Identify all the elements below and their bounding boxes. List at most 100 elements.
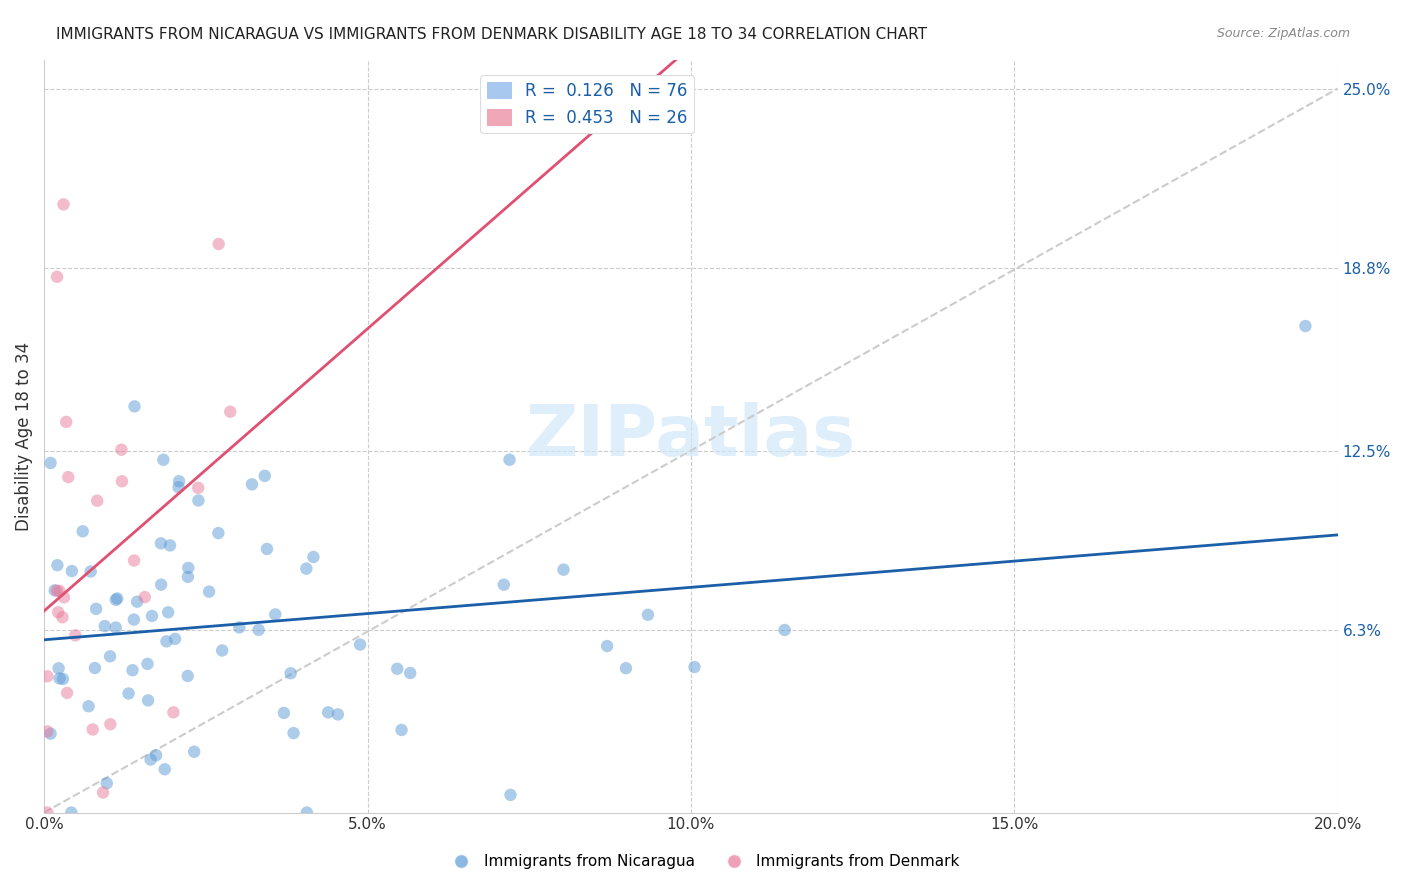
Denmark — [53, 591, 76, 605]
Y-axis label: Disability Age 18 to 34: Disability Age 18 to 34 — [15, 342, 32, 531]
Nicaragua — [177, 570, 200, 584]
Nicaragua — [46, 558, 69, 573]
Nicaragua — [247, 623, 270, 637]
Denmark — [46, 605, 69, 619]
Denmark — [48, 583, 70, 598]
Nicaragua — [187, 493, 209, 508]
Nicaragua — [152, 452, 174, 467]
Nicaragua — [302, 549, 325, 564]
Nicaragua — [155, 634, 177, 648]
Nicaragua — [295, 805, 318, 820]
Nicaragua — [117, 686, 139, 700]
Nicaragua — [60, 805, 83, 820]
Denmark — [58, 470, 80, 484]
Nicaragua — [256, 541, 278, 556]
Nicaragua — [121, 663, 143, 677]
Legend: R =  0.126   N = 76, R =  0.453   N = 26: R = 0.126 N = 76, R = 0.453 N = 26 — [481, 76, 695, 134]
Nicaragua — [77, 699, 100, 714]
Denmark — [55, 415, 77, 429]
Nicaragua — [139, 753, 162, 767]
Nicaragua — [104, 592, 127, 607]
Denmark — [65, 628, 87, 642]
Denmark — [219, 405, 242, 419]
Nicaragua — [159, 538, 181, 552]
Text: ZIPatlas: ZIPatlas — [526, 401, 856, 471]
Nicaragua — [391, 723, 413, 737]
Nicaragua — [228, 620, 250, 634]
Denmark — [98, 717, 121, 731]
Nicaragua — [84, 602, 107, 616]
Denmark — [46, 269, 69, 284]
Nicaragua — [295, 561, 318, 575]
Nicaragua — [60, 564, 83, 578]
Denmark — [51, 610, 73, 624]
Nicaragua — [253, 468, 276, 483]
Nicaragua — [44, 583, 66, 598]
Nicaragua — [149, 536, 172, 550]
Denmark — [45, 583, 67, 598]
Nicaragua — [498, 452, 520, 467]
Nicaragua — [492, 577, 515, 591]
Nicaragua — [94, 619, 117, 633]
Denmark — [91, 785, 114, 799]
Nicaragua — [183, 745, 205, 759]
Nicaragua — [167, 480, 190, 494]
Nicaragua — [349, 638, 371, 652]
Denmark — [208, 237, 231, 252]
Nicaragua — [122, 613, 145, 627]
Nicaragua — [141, 609, 163, 624]
Denmark — [162, 706, 184, 720]
Nicaragua — [207, 526, 229, 541]
Nicaragua — [165, 632, 187, 646]
Nicaragua — [153, 762, 176, 776]
Text: IMMIGRANTS FROM NICARAGUA VS IMMIGRANTS FROM DENMARK DISABILITY AGE 18 TO 34 COR: IMMIGRANTS FROM NICARAGUA VS IMMIGRANTS … — [56, 27, 927, 42]
Nicaragua — [399, 666, 422, 681]
Nicaragua — [177, 561, 200, 575]
Denmark — [111, 474, 134, 488]
Nicaragua — [145, 748, 167, 763]
Nicaragua — [136, 657, 159, 671]
Denmark — [110, 442, 132, 457]
Nicaragua — [104, 621, 127, 635]
Nicaragua — [48, 661, 70, 675]
Nicaragua — [79, 565, 101, 579]
Nicaragua — [105, 591, 128, 606]
Nicaragua — [198, 584, 221, 599]
Nicaragua — [83, 661, 105, 675]
Nicaragua — [157, 605, 180, 619]
Denmark — [56, 686, 79, 700]
Denmark — [134, 590, 156, 604]
Nicaragua — [316, 706, 339, 720]
Nicaragua — [211, 643, 233, 657]
Nicaragua — [72, 524, 94, 539]
Legend: Immigrants from Nicaragua, Immigrants from Denmark: Immigrants from Nicaragua, Immigrants fr… — [440, 848, 966, 875]
Nicaragua — [39, 456, 62, 470]
Denmark — [122, 553, 145, 567]
Nicaragua — [326, 707, 349, 722]
Nicaragua — [773, 623, 796, 637]
Nicaragua — [499, 788, 522, 802]
Nicaragua — [614, 661, 637, 675]
Nicaragua — [48, 672, 70, 686]
Nicaragua — [553, 563, 575, 577]
Denmark — [86, 493, 108, 508]
Nicaragua — [136, 693, 159, 707]
Nicaragua — [52, 672, 75, 686]
Denmark — [82, 723, 104, 737]
Nicaragua — [240, 477, 263, 491]
Nicaragua — [177, 669, 200, 683]
Nicaragua — [596, 639, 619, 653]
Nicaragua — [387, 662, 409, 676]
Nicaragua — [39, 727, 62, 741]
Nicaragua — [637, 607, 659, 622]
Denmark — [37, 669, 59, 683]
Nicaragua — [283, 726, 305, 740]
Denmark — [187, 481, 209, 495]
Nicaragua — [264, 607, 287, 622]
Nicaragua — [127, 594, 149, 608]
Nicaragua — [280, 666, 302, 681]
Denmark — [52, 197, 75, 211]
Nicaragua — [273, 706, 295, 720]
Nicaragua — [167, 474, 190, 488]
Nicaragua — [124, 400, 146, 414]
